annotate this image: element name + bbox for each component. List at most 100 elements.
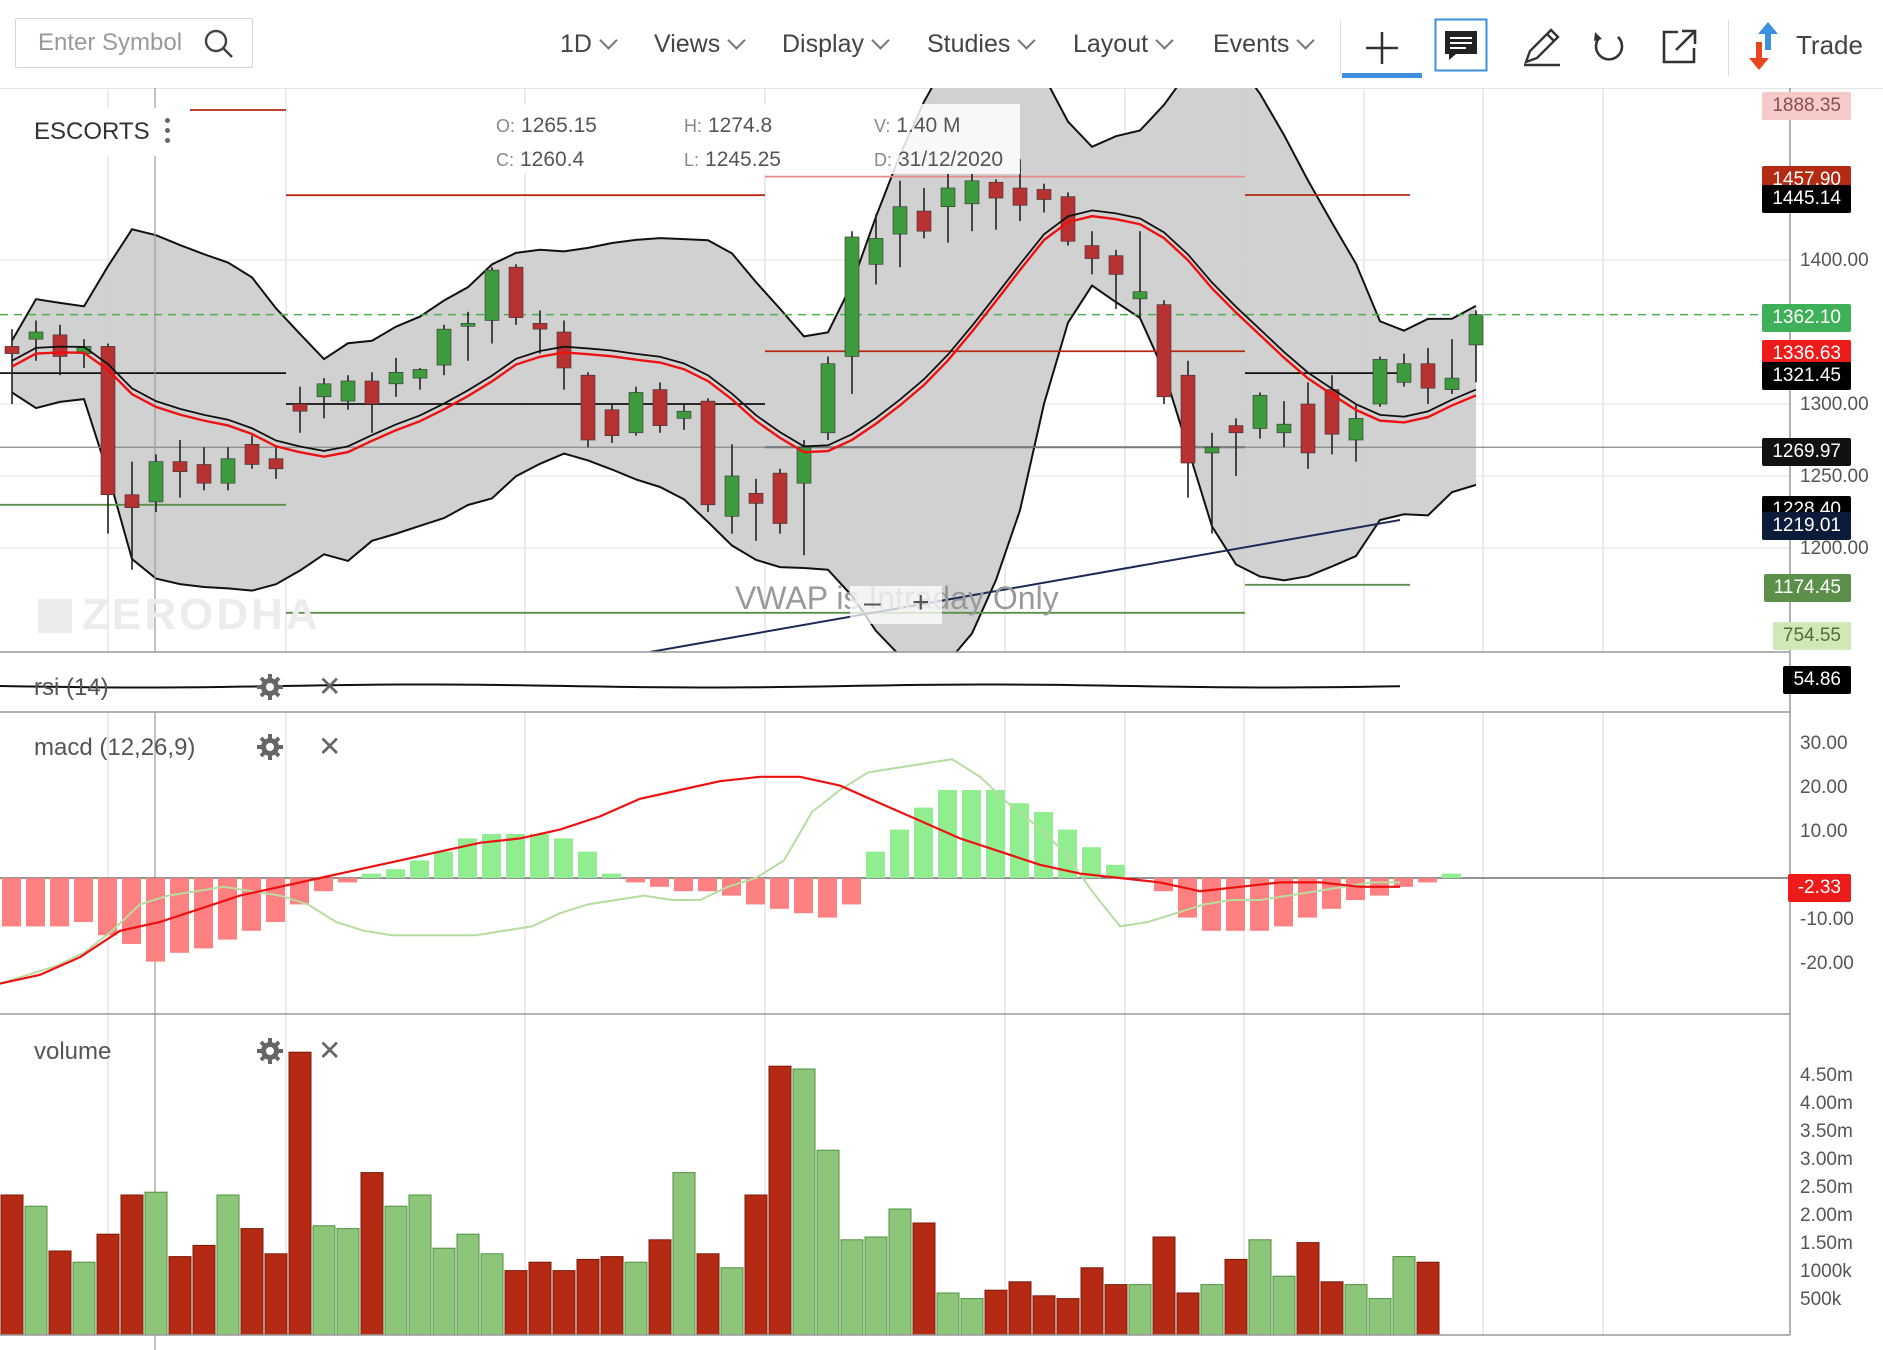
candle-body	[772, 472, 788, 524]
bollinger-upper-line	[11, 88, 1477, 361]
display-menu[interactable]: Display	[782, 30, 890, 59]
trade-button[interactable]: Trade	[1796, 30, 1863, 60]
macd-label: macd (12,26,9)	[34, 734, 196, 761]
candle-body	[340, 380, 356, 402]
candle-body	[844, 236, 860, 357]
candle	[868, 213, 884, 285]
volume-value: 1.40 M	[896, 114, 961, 137]
candle	[1252, 392, 1268, 439]
candle	[676, 404, 692, 430]
layout-menu[interactable]: Layout	[1073, 30, 1174, 59]
interval-menu[interactable]: 1D	[560, 30, 618, 59]
candle	[796, 440, 812, 556]
macd-close-icon[interactable]: ✕	[318, 731, 342, 762]
zoom-in-button[interactable]: +	[912, 586, 930, 619]
volume-bar	[312, 1225, 336, 1336]
candle	[1228, 418, 1244, 476]
macd-tick: 10.00	[1800, 821, 1848, 842]
search-input[interactable]	[16, 19, 196, 67]
macd-tick: -10.00	[1800, 909, 1854, 930]
macd-histogram-bar	[314, 878, 333, 892]
volume-bar	[528, 1261, 552, 1336]
more-options-icon[interactable]	[165, 118, 171, 148]
volume-bar	[672, 1172, 696, 1336]
candle-body	[148, 461, 164, 503]
candle	[220, 447, 236, 491]
candle-body	[868, 238, 884, 265]
candle-body	[1252, 395, 1268, 429]
volume-bar	[264, 1253, 288, 1336]
volume-bar	[1248, 1239, 1272, 1336]
volume-bar	[1080, 1267, 1104, 1336]
candle-body	[532, 323, 548, 330]
volume-bar	[600, 1256, 624, 1336]
candle	[988, 179, 1004, 230]
volume-bar	[792, 1068, 816, 1336]
volume-bar	[120, 1194, 144, 1336]
volume-bar	[768, 1065, 792, 1336]
volume-label: volume	[34, 1038, 112, 1065]
trade-arrows-icon[interactable]	[1745, 20, 1785, 72]
popout-icon[interactable]	[1658, 26, 1700, 68]
volume-bar	[1032, 1295, 1056, 1336]
macd-histogram-bar	[1106, 864, 1125, 878]
macd-settings-gear-icon[interactable]	[257, 734, 283, 760]
events-menu[interactable]: Events	[1213, 30, 1316, 59]
volume-bar	[1368, 1298, 1392, 1336]
macd-histogram-bar	[914, 807, 933, 878]
candle	[1156, 300, 1172, 404]
volume-bar	[240, 1228, 264, 1336]
studies-menu[interactable]: Studies	[927, 30, 1037, 59]
volume-tick: 2.00m	[1800, 1205, 1853, 1226]
candle-body	[652, 389, 668, 426]
layout-label: Layout	[1073, 30, 1149, 58]
display-label: Display	[782, 30, 864, 58]
candle	[556, 320, 572, 390]
candle-body	[1156, 304, 1172, 398]
pencil-draw-icon[interactable]	[1520, 24, 1564, 68]
rsi-close-icon[interactable]: ✕	[318, 671, 342, 702]
symbol-search[interactable]	[15, 18, 253, 68]
macd-histogram-bar	[482, 834, 501, 878]
rsi-settings-gear-icon[interactable]	[257, 674, 283, 700]
comment-icon[interactable]	[1434, 18, 1488, 72]
search-icon[interactable]	[204, 29, 234, 59]
candle	[340, 375, 356, 410]
volume-bar	[72, 1261, 96, 1336]
candle	[1420, 347, 1436, 404]
macd-histogram-bar	[194, 878, 213, 949]
volume-bar	[1416, 1261, 1440, 1336]
volume-bar	[1008, 1281, 1032, 1336]
reset-icon[interactable]	[1590, 28, 1628, 66]
candle-body	[1108, 255, 1124, 275]
candle-body	[244, 444, 260, 465]
candle	[604, 404, 620, 443]
candle	[1012, 159, 1028, 222]
candle	[268, 447, 284, 479]
volume-close-icon[interactable]: ✕	[318, 1035, 342, 1066]
chart-canvas[interactable]	[0, 88, 1883, 1350]
candle-body	[460, 323, 476, 327]
views-menu[interactable]: Views	[654, 30, 746, 59]
close-key: C:	[496, 150, 514, 170]
candle-body	[916, 210, 932, 232]
crosshair-icon[interactable]	[1362, 28, 1402, 68]
volume-settings-gear-icon[interactable]	[257, 1038, 283, 1064]
bollinger-lower-line	[11, 284, 1477, 670]
candle	[916, 188, 932, 239]
macd-histogram-bar	[674, 878, 693, 892]
volume-bar	[456, 1233, 480, 1336]
volume-bar	[192, 1244, 216, 1336]
macd-histogram-bar	[218, 878, 237, 940]
macd-histogram-bar	[818, 878, 837, 918]
candle	[1180, 360, 1196, 498]
candle-body	[940, 187, 956, 208]
volume-bar	[384, 1205, 408, 1336]
volume-bar	[288, 1051, 312, 1336]
zoom-out-button[interactable]: –	[864, 586, 881, 619]
macd-histogram-bar	[962, 790, 981, 878]
macd-signal-line	[0, 775, 1400, 985]
macd-histogram-bar	[50, 878, 69, 927]
volume-bar	[984, 1289, 1008, 1336]
watermark-text: ZERODHA	[82, 590, 321, 639]
